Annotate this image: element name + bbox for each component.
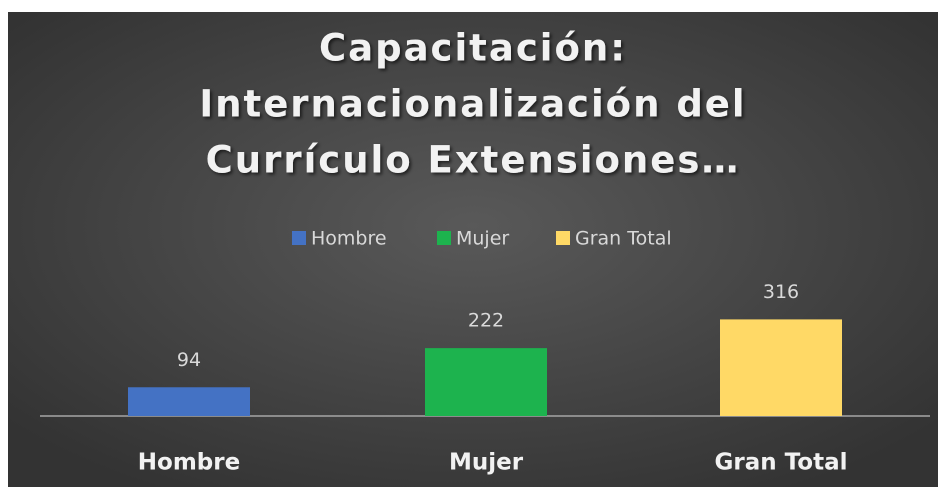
value-label: 316	[763, 281, 799, 303]
title-line: Internacionalización del	[199, 83, 746, 126]
legend-swatch	[292, 231, 306, 245]
title-line: Currículo Extensiones…	[206, 139, 741, 182]
title-line: Capacitación:	[319, 27, 627, 70]
value-label: 222	[468, 310, 504, 332]
x-tick-label: Gran Total	[715, 450, 848, 476]
legend-swatch	[437, 231, 451, 245]
bar	[128, 387, 250, 416]
chart-title: Capacitación: Internacionalización del C…	[199, 27, 746, 182]
x-tick-label: Hombre	[138, 450, 240, 476]
legend-label: Hombre	[311, 228, 387, 250]
legend-swatch	[556, 231, 570, 245]
value-label: 94	[177, 349, 201, 371]
x-tick-label: Mujer	[449, 450, 524, 476]
bar	[720, 319, 842, 416]
legend-label: Gran Total	[575, 228, 672, 250]
bar	[425, 348, 547, 416]
legend-label: Mujer	[456, 228, 509, 250]
